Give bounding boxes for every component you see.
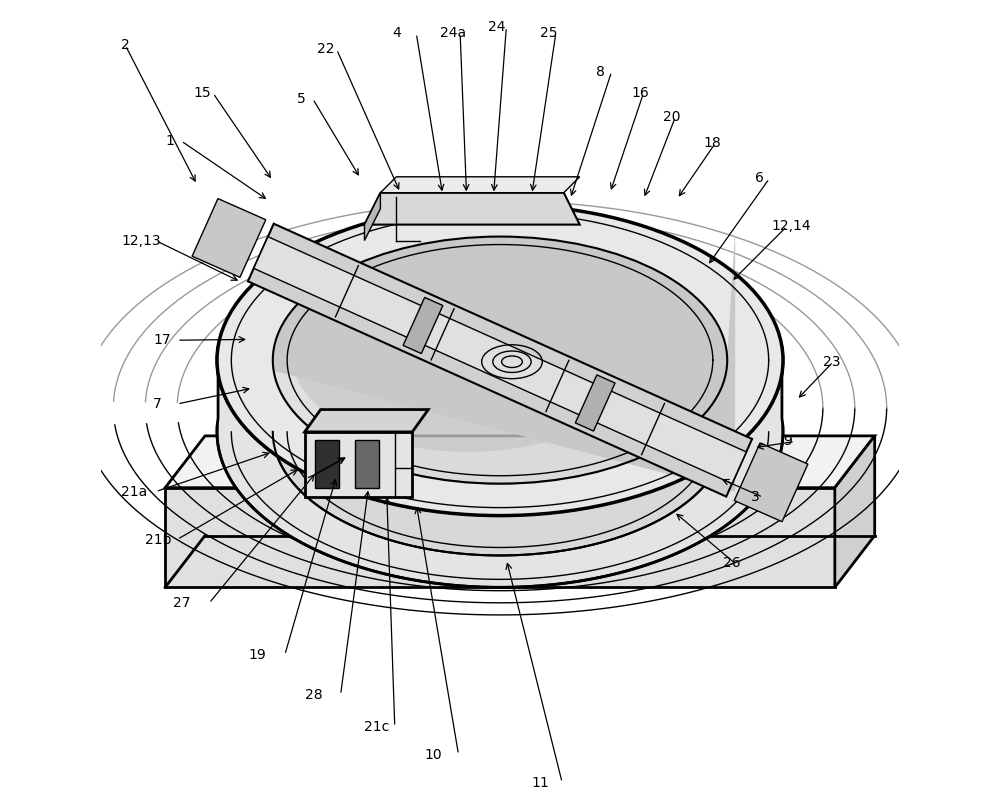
Polygon shape (165, 488, 835, 587)
Text: 21c: 21c (364, 720, 390, 734)
Polygon shape (575, 375, 615, 431)
Text: 7: 7 (153, 397, 162, 411)
Text: 1: 1 (165, 134, 174, 148)
Text: 27: 27 (173, 596, 191, 610)
Text: 22: 22 (317, 42, 334, 56)
Polygon shape (305, 432, 412, 498)
Text: 3: 3 (751, 490, 760, 504)
Text: 5: 5 (297, 92, 305, 106)
Polygon shape (192, 198, 266, 278)
Text: 16: 16 (632, 86, 649, 100)
Text: 21a: 21a (121, 485, 148, 498)
Polygon shape (217, 346, 783, 587)
Polygon shape (248, 224, 752, 497)
Text: 10: 10 (424, 748, 442, 762)
Text: 17: 17 (153, 334, 171, 347)
Polygon shape (165, 436, 875, 488)
Text: 12,13: 12,13 (121, 234, 161, 247)
Text: 24a: 24a (440, 26, 466, 40)
Polygon shape (380, 177, 580, 193)
Ellipse shape (292, 260, 644, 452)
Text: 6: 6 (755, 171, 764, 186)
Text: 28: 28 (305, 688, 322, 702)
Text: 15: 15 (193, 86, 211, 100)
Text: 4: 4 (392, 26, 401, 40)
Polygon shape (734, 443, 808, 522)
Polygon shape (217, 205, 783, 515)
Polygon shape (305, 410, 428, 432)
Polygon shape (364, 193, 580, 225)
Text: 20: 20 (663, 110, 681, 124)
Polygon shape (403, 298, 443, 354)
Text: 25: 25 (540, 26, 557, 40)
Polygon shape (273, 229, 735, 492)
Text: 8: 8 (596, 65, 605, 78)
Text: 23: 23 (823, 354, 840, 369)
Text: 21b: 21b (145, 533, 172, 546)
Text: 2: 2 (121, 38, 130, 52)
Text: 11: 11 (532, 776, 550, 790)
Polygon shape (315, 440, 339, 488)
Polygon shape (355, 440, 379, 488)
Polygon shape (254, 237, 746, 484)
Text: 12,14: 12,14 (771, 219, 811, 234)
Text: 9: 9 (783, 434, 792, 449)
Text: 24: 24 (488, 20, 506, 34)
Text: 18: 18 (703, 136, 721, 150)
Polygon shape (835, 436, 875, 587)
Polygon shape (273, 350, 727, 555)
Text: 26: 26 (723, 557, 741, 570)
Polygon shape (364, 193, 380, 241)
Polygon shape (273, 237, 727, 484)
Text: 19: 19 (249, 648, 267, 662)
